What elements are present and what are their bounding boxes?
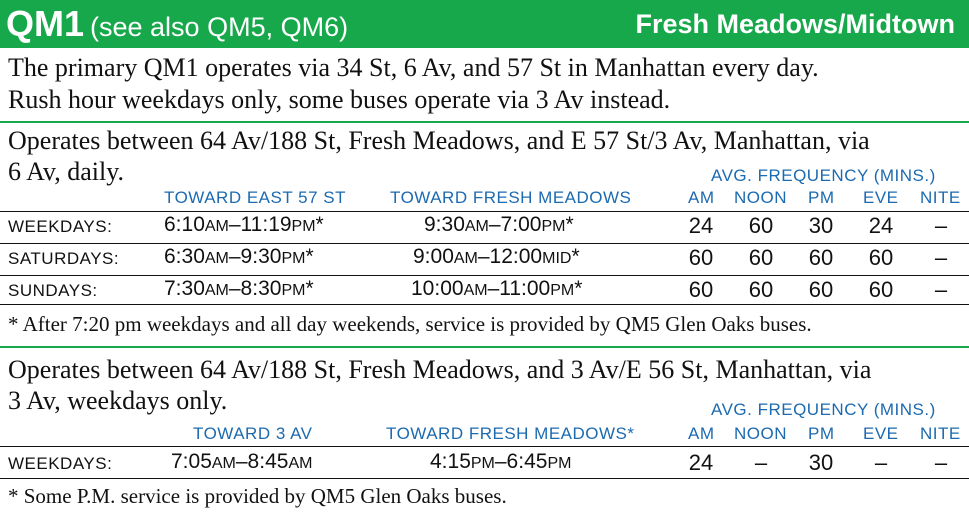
table1-header-rule [0, 211, 969, 212]
section1-footnote: * After 7:20 pm weekdays and all day wee… [8, 312, 812, 336]
freq-eve: – [874, 450, 888, 475]
row-day-label: WEEKDAYS: [8, 217, 113, 236]
toward-east57-span: 6:30AM–9:30PM* [164, 245, 314, 268]
intro-line-1: The primary QM1 operates via 34 St, 6 Av… [8, 53, 819, 82]
toward-fresh-meadows-span: 9:30AM–7:00PM* [424, 213, 574, 236]
section1-desc-line-1: Operates between 64 Av/188 St, Fresh Mea… [8, 126, 870, 155]
section2-period-am: AM [688, 424, 715, 443]
toward-fresh-meadows-span: 10:00AM–11:00PM* [411, 277, 583, 300]
section1-desc-line-2: 6 Av, daily. [8, 157, 125, 186]
freq-pm: 60 [808, 277, 834, 302]
table1-bottom-rule [0, 304, 969, 305]
table2-bottom-rule [0, 478, 969, 479]
freq-nite: – [934, 213, 948, 238]
section2-period-pm: PM [808, 424, 835, 443]
destination-title: Fresh Meadows/Midtown [635, 9, 955, 39]
section1-period-am: AM [688, 188, 715, 207]
section1-frequency-title: AVG. FREQUENCY (MINS.) [711, 166, 936, 185]
section2-desc-line-1: Operates between 64 Av/188 St, Fresh Mea… [8, 355, 872, 384]
freq-am: 60 [688, 277, 714, 302]
route-banner: QM1 (see also QM5, QM6) Fresh Meadows/Mid… [0, 0, 969, 48]
section2-period-noon: NOON [734, 424, 787, 443]
section2-period-eve: EVE [863, 424, 899, 443]
section1-description: Operates between 64 Av/188 St, Fresh Mea… [8, 125, 963, 187]
row-day-label: SATURDAYS: [8, 249, 120, 268]
toward-east57-span: 6:10AM–11:19PM* [164, 213, 324, 236]
toward-east57-span: 7:30AM–8:30PM* [164, 277, 314, 300]
freq-am: 24 [688, 213, 714, 238]
freq-am: 60 [688, 245, 714, 270]
freq-pm: 60 [808, 245, 834, 270]
section2-footnote: * Some P.M. service is provided by QM5 G… [8, 484, 507, 508]
table2-header-rule [0, 446, 969, 447]
section2-col-toward-fresh-meadows: TOWARD FRESH MEADOWS* [386, 424, 635, 443]
section1-col-toward-fresh-meadows: TOWARD FRESH MEADOWS [390, 188, 632, 207]
freq-pm: 30 [808, 450, 834, 475]
section1-col-toward-east57: TOWARD EAST 57 ST [164, 188, 347, 207]
table1-row-rule [0, 275, 969, 276]
intro-line-2: Rush hour weekdays only, some buses oper… [8, 85, 671, 114]
section2-desc-line-2: 3 Av, weekdays only. [8, 386, 228, 415]
freq-nite: – [934, 245, 948, 270]
row-day-label: SUNDAYS: [8, 281, 98, 300]
toward-fresh-meadows-span: 9:00AM–12:00MID* [413, 245, 580, 268]
freq-nite: – [934, 450, 948, 475]
section1-period-eve: EVE [863, 188, 899, 207]
see-also-text: (see also QM5, QM6) [90, 12, 349, 42]
section2-description: Operates between 64 Av/188 St, Fresh Mea… [8, 354, 963, 416]
freq-am: 24 [688, 450, 714, 475]
section-divider [0, 346, 969, 348]
route-code: QM1 [6, 3, 85, 44]
freq-pm: 30 [808, 213, 834, 238]
section-divider [0, 121, 969, 123]
section1-period-noon: NOON [734, 188, 787, 207]
freq-noon: 60 [748, 245, 774, 270]
freq-eve: 60 [868, 277, 894, 302]
freq-nite: – [934, 277, 948, 302]
freq-eve: 60 [868, 245, 894, 270]
section2-period-nite: NITE [920, 424, 961, 443]
row-day-label: WEEKDAYS: [8, 454, 113, 473]
section1-period-pm: PM [808, 188, 835, 207]
toward-3av-span: 7:05AM–8:45AM [171, 450, 313, 473]
freq-noon: 60 [748, 277, 774, 302]
freq-eve: 24 [868, 213, 894, 238]
section1-period-nite: NITE [920, 188, 961, 207]
section2-frequency-title: AVG. FREQUENCY (MINS.) [711, 400, 936, 419]
section2-col-toward-3av: TOWARD 3 AV [193, 424, 313, 443]
route-title: QM1 (see also QM5, QM6) [6, 2, 348, 46]
freq-noon: 60 [748, 213, 774, 238]
toward-fresh-meadows-span: 4:15PM–6:45PM [430, 450, 572, 473]
freq-noon: – [754, 450, 768, 475]
table1-row-rule [0, 243, 969, 244]
intro-text: The primary QM1 operates via 34 St, 6 Av… [8, 52, 963, 116]
